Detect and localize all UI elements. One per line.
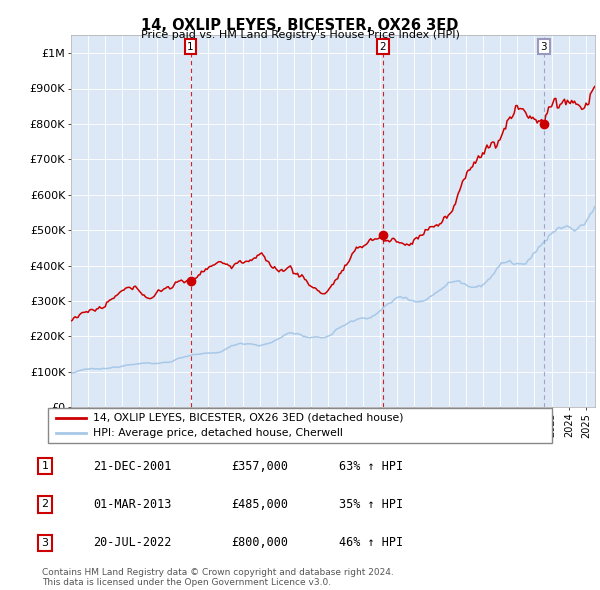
Text: 46% ↑ HPI: 46% ↑ HPI [339,536,403,549]
Text: 3: 3 [541,41,547,51]
Text: 1: 1 [41,461,49,471]
Text: £800,000: £800,000 [231,536,288,549]
Text: 14, OXLIP LEYES, BICESTER, OX26 3ED (detached house): 14, OXLIP LEYES, BICESTER, OX26 3ED (det… [94,412,404,422]
Text: £485,000: £485,000 [231,498,288,511]
Text: £357,000: £357,000 [231,460,288,473]
Text: 35% ↑ HPI: 35% ↑ HPI [339,498,403,511]
Text: 2: 2 [380,41,386,51]
Text: Price paid vs. HM Land Registry's House Price Index (HPI): Price paid vs. HM Land Registry's House … [140,30,460,40]
Text: Contains HM Land Registry data © Crown copyright and database right 2024.
This d: Contains HM Land Registry data © Crown c… [42,568,394,587]
Text: 20-JUL-2022: 20-JUL-2022 [93,536,172,549]
FancyBboxPatch shape [48,408,552,442]
Text: 63% ↑ HPI: 63% ↑ HPI [339,460,403,473]
Text: 01-MAR-2013: 01-MAR-2013 [93,498,172,511]
Text: 1: 1 [187,41,194,51]
Text: 2: 2 [41,500,49,509]
Text: 3: 3 [41,538,49,548]
Text: HPI: Average price, detached house, Cherwell: HPI: Average price, detached house, Cher… [94,428,343,438]
Text: 14, OXLIP LEYES, BICESTER, OX26 3ED: 14, OXLIP LEYES, BICESTER, OX26 3ED [142,18,458,32]
Text: 21-DEC-2001: 21-DEC-2001 [93,460,172,473]
